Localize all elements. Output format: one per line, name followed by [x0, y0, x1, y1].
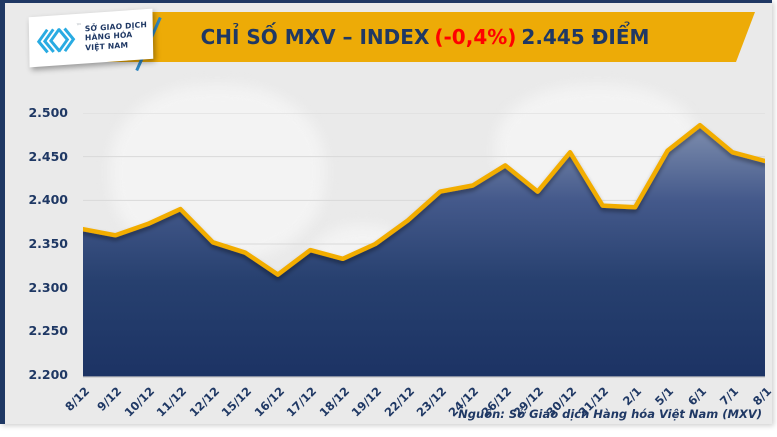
mxv-index-area-chart: [83, 113, 765, 378]
index-line: [83, 122, 765, 277]
x-axis-label: 9/12: [94, 384, 125, 414]
frame-accent-top: [0, 0, 772, 3]
x-axis-label: 12/12: [186, 384, 222, 420]
x-axis-label: 8/1: [749, 384, 772, 409]
y-axis-label: 2.200: [28, 367, 68, 382]
y-axis-label: 2.250: [28, 323, 68, 339]
x-axis-label: 16/12: [251, 384, 287, 420]
y-axis-label: 2.350: [28, 236, 68, 251]
source-attribution: Nguồn: Sở Giao dịch Hàng hóa Việt Nam (M…: [458, 407, 762, 421]
x-axis-label: 6/1: [684, 384, 709, 409]
trademark-symbol: ™: [75, 22, 82, 31]
y-axis-label: 2.450: [28, 148, 68, 164]
y-axis-label: 2.400: [28, 192, 68, 208]
logo-wordmark: SỞ GIAO DỊCH HÀNG HÓA VIỆT NAM: [85, 20, 148, 52]
x-axis-label: 10/12: [121, 384, 157, 420]
x-axis-label: 23/12: [413, 384, 450, 420]
title-banner: CHỈ SỐ MXV – INDEX (-0,4%) 2.445 ĐIỂM: [95, 12, 755, 62]
area-fill: [83, 125, 765, 377]
title-change-percent: (-0,4%): [434, 25, 517, 49]
infographic-card: CHỈ SỐ MXV – INDEX (-0,4%) 2.445 ĐIỂM ™ SỞ…: [0, 0, 772, 424]
x-axis-label: 19/12: [348, 384, 385, 420]
x-axis-label: 8/12: [62, 384, 92, 414]
mxv-chevrons-icon: [36, 27, 76, 54]
page-title: CHỈ SỐ MXV – INDEX: [200, 25, 430, 49]
x-axis-label: 18/12: [316, 384, 352, 420]
x-axis-label: 11/12: [153, 384, 190, 420]
y-axis-label: 2.300: [28, 279, 68, 295]
mxv-logo-card: ™ SỞ GIAO DỊCH HÀNG HÓA VIỆT NAM: [28, 8, 154, 68]
x-axis-label: 15/12: [218, 384, 255, 420]
x-axis-label: 17/12: [283, 384, 320, 420]
title-index-value: 2.445 ĐIỂM: [521, 25, 650, 49]
x-axis-label: 5/1: [652, 384, 677, 409]
x-axis-label: 22/12: [381, 384, 417, 420]
frame-accent-left: [0, 0, 5, 424]
x-axis-label: 2/1: [619, 384, 644, 409]
y-axis-label: 2.500: [28, 105, 68, 120]
x-axis-label: 7/1: [717, 384, 742, 409]
